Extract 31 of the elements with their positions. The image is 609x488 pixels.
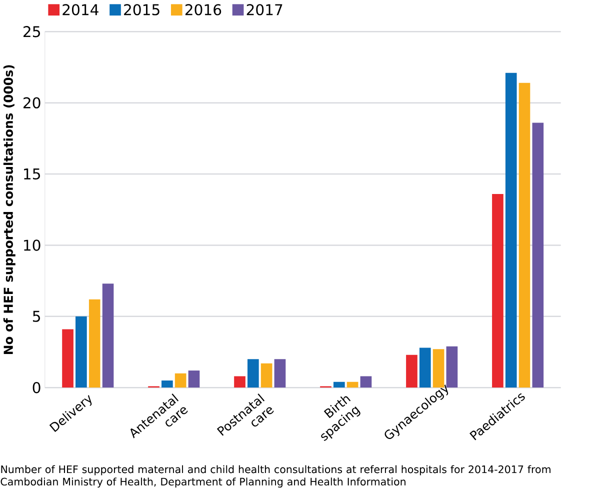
- y-tick-label: 0: [32, 382, 40, 394]
- y-axis-title: No of HEF supported consultations (000s): [3, 65, 16, 354]
- bar: [162, 380, 173, 388]
- bar: [260, 364, 272, 388]
- bar: [88, 300, 100, 388]
- bar: [532, 123, 544, 388]
- bar: [518, 83, 530, 388]
- bar: [333, 382, 345, 388]
- bar: [188, 370, 200, 388]
- y-tick-label: 20: [24, 97, 40, 109]
- y-tick-label: 10: [24, 240, 40, 252]
- legend-label: 2017: [246, 4, 282, 16]
- y-tick-label: 15: [24, 168, 40, 180]
- bar: [76, 316, 87, 388]
- bar: [274, 359, 286, 388]
- legend-label: 2015: [124, 4, 160, 16]
- bar: [346, 382, 358, 388]
- bar: [62, 329, 74, 388]
- bar: [102, 284, 114, 388]
- bar: [247, 359, 259, 388]
- text: Number of HEF supported maternal and child health consultations at referral hospitals for 2014-2017 from Cambodian Ministry of Health, Department of Planning and Health Information: [0, 465, 550, 488]
- bar: [174, 374, 186, 388]
- y-tick-label: 5: [32, 311, 40, 322]
- legend-label: 2016: [185, 4, 222, 16]
- legend-label: 2014: [62, 4, 98, 16]
- bar: [360, 376, 372, 388]
- y-tick-label: 25: [24, 26, 40, 38]
- bar: [492, 194, 504, 388]
- bar: [234, 376, 246, 388]
- bar: [446, 346, 458, 388]
- bar: [505, 73, 517, 388]
